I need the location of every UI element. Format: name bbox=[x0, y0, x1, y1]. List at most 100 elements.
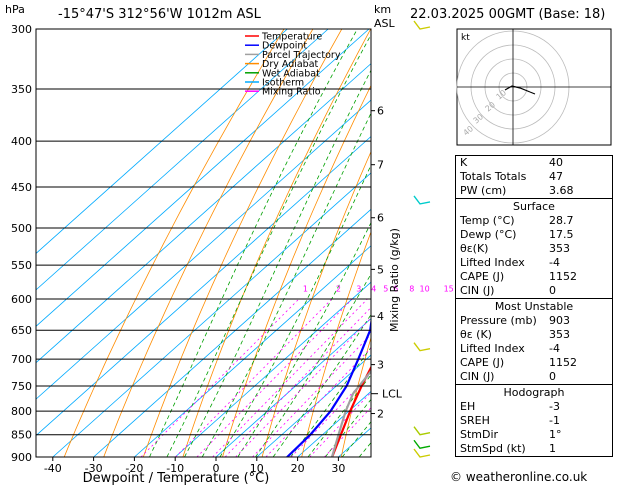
lcl-label: LCL bbox=[382, 388, 403, 401]
index-unstable-label: θε (K) bbox=[460, 328, 492, 341]
index-hodo-value: -1 bbox=[549, 414, 560, 427]
wind-barb-icon bbox=[413, 342, 431, 352]
index-unstable-label: Pressure (mb) bbox=[460, 314, 537, 327]
temp-tick-label: -40 bbox=[44, 462, 62, 475]
pressure-tick-label: 800 bbox=[11, 405, 32, 418]
surface-title: Surface bbox=[513, 200, 555, 213]
isotherm-line bbox=[36, 29, 370, 327]
km-tick-label: 3 bbox=[377, 359, 384, 372]
index-hodo-label: StmDir bbox=[460, 428, 499, 441]
temp-tick-label: 0 bbox=[213, 462, 220, 475]
pressure-tick-label: 300 bbox=[11, 23, 32, 36]
pressure-tick-label: 350 bbox=[11, 83, 32, 96]
index-table: K 40 Totals Totals 47 PW (cm) 3.68 Surface Te… bbox=[455, 155, 613, 457]
index-unstable-row: θε (K) 353 bbox=[456, 328, 612, 342]
mixing-ratio-line bbox=[140, 298, 300, 457]
km-tick-label: 2 bbox=[377, 408, 384, 421]
pressure-tick-label: 650 bbox=[11, 324, 32, 337]
unstable-title: Most Unstable bbox=[494, 300, 574, 313]
index-surface-row: CAPE (J) 1152 bbox=[456, 270, 612, 284]
wind-barb-icon bbox=[413, 439, 431, 450]
footer-credit: © weatheronline.co.uk bbox=[450, 470, 588, 484]
mixing-ratio-label: 1 bbox=[303, 284, 308, 293]
index-hodo-row: StmDir 1° bbox=[456, 428, 612, 442]
dry-adiabat-line bbox=[618, 29, 629, 457]
mixing-ratio-label: 8 bbox=[409, 284, 414, 293]
index-surface-value: 17.5 bbox=[549, 228, 574, 241]
mixing-ratio-label: 4 bbox=[371, 284, 376, 293]
mixing-ratio-label: 5 bbox=[383, 284, 388, 293]
index-surface-label: Temp (°C) bbox=[460, 214, 515, 227]
mixing-ratio-label: 6 bbox=[393, 284, 398, 293]
header-location: -15°47'S 312°56'W 1012m ASL bbox=[58, 7, 261, 22]
index-hodo-label: SREH bbox=[460, 414, 490, 427]
plot-frame bbox=[35, 28, 372, 458]
index-hodo-label: StmSpd (kt) bbox=[460, 442, 526, 455]
index-surface-row: Lifted Index -4 bbox=[456, 256, 612, 270]
mixing-ratio-label: 10 bbox=[420, 284, 430, 293]
index-top-row: PW (cm) 3.68 bbox=[456, 184, 612, 198]
legend-label: Dry Adiabat bbox=[262, 59, 319, 70]
index-top-value: 47 bbox=[549, 170, 563, 183]
index-surface-value: 353 bbox=[549, 242, 570, 255]
index-unstable-value: 353 bbox=[549, 328, 570, 341]
index-surface-value: -4 bbox=[549, 256, 560, 269]
isotherm-line bbox=[36, 29, 288, 254]
pressure-tick-label: 700 bbox=[11, 353, 32, 366]
index-hodo-value: 1° bbox=[549, 428, 562, 441]
pressure-tick-label: 900 bbox=[11, 451, 32, 464]
index-unstable-row: Lifted Index -4 bbox=[456, 342, 612, 356]
pressure-tick-label: 400 bbox=[11, 135, 32, 148]
header-datetime: 22.03.2025 00GMT (Base: 18) bbox=[410, 7, 606, 22]
wind-barb-icon bbox=[413, 20, 431, 30]
wind-barb-icon bbox=[413, 448, 431, 458]
pressure-tick-label: 450 bbox=[11, 181, 32, 194]
index-hodo-value: 1 bbox=[549, 442, 556, 455]
hodograph-trace bbox=[504, 85, 531, 93]
legend-label: Temperature bbox=[261, 32, 322, 43]
temp-tick-label: 30 bbox=[331, 462, 345, 475]
index-unstable-row: Pressure (mb) 903 bbox=[456, 314, 612, 328]
temp-tick-label: 10 bbox=[250, 462, 264, 475]
km-tick-label: 5 bbox=[377, 263, 384, 276]
isotherm-line bbox=[36, 29, 329, 291]
index-hodo-row: StmSpd (kt) 1 bbox=[456, 442, 612, 456]
index-unstable-row: CAPE (J) 1152 bbox=[456, 356, 612, 370]
header-unit: hPa bbox=[5, 3, 25, 16]
index-surface-row: Dewp (°C) 17.5 bbox=[456, 228, 612, 242]
index-unstable-label: Lifted Index bbox=[460, 342, 525, 355]
pressure-tick-label: 500 bbox=[11, 222, 32, 235]
index-top-row: Totals Totals 47 bbox=[456, 170, 612, 184]
index-surface-value: 1152 bbox=[549, 270, 577, 283]
index-surface-label: CAPE (J) bbox=[460, 270, 505, 283]
index-hodo-value: -3 bbox=[549, 400, 560, 413]
index-surface-value: 28.7 bbox=[549, 214, 574, 227]
index-hodo-label: EH bbox=[460, 400, 476, 413]
mixing-ratio-line bbox=[309, 391, 371, 457]
mixing-ratio-label: 15 bbox=[444, 284, 454, 293]
legend-label: Dewpoint bbox=[262, 41, 307, 52]
pressure-tick-label: 750 bbox=[11, 380, 32, 393]
km-tick-label: 4 bbox=[377, 310, 384, 323]
index-top-value: 40 bbox=[549, 156, 563, 169]
hodograph-arrow-icon bbox=[529, 91, 536, 95]
km-tick-label: 6 bbox=[377, 105, 384, 118]
legend-label: Wet Adiabat bbox=[262, 68, 320, 79]
index-unstable-label: CIN (J) bbox=[460, 370, 495, 383]
index-unstable-value: -4 bbox=[549, 342, 560, 355]
index-surface-label: Dewp (°C) bbox=[460, 228, 517, 241]
index-surface-label: Lifted Index bbox=[460, 256, 525, 269]
temp-tick-label: 20 bbox=[291, 462, 305, 475]
index-surface-label: CIN (J) bbox=[460, 284, 495, 297]
wind-barb-icon bbox=[413, 195, 431, 205]
x-axis-label: Dewpoint / Temperature (°C) bbox=[83, 471, 270, 486]
index-top-label: PW (cm) bbox=[460, 184, 507, 197]
index-surface-row: θε(K) 353 bbox=[456, 242, 612, 256]
index-surface-row: CIN (J) 0 bbox=[456, 284, 612, 298]
legend-label: Parcel Trajectory bbox=[262, 50, 341, 61]
index-hodo-row: SREH -1 bbox=[456, 414, 612, 428]
hodograph-unit-label: kt bbox=[461, 33, 470, 43]
mixing-ratio-label: 3 bbox=[356, 284, 361, 293]
hodograph-title: Hodograph bbox=[503, 386, 565, 399]
